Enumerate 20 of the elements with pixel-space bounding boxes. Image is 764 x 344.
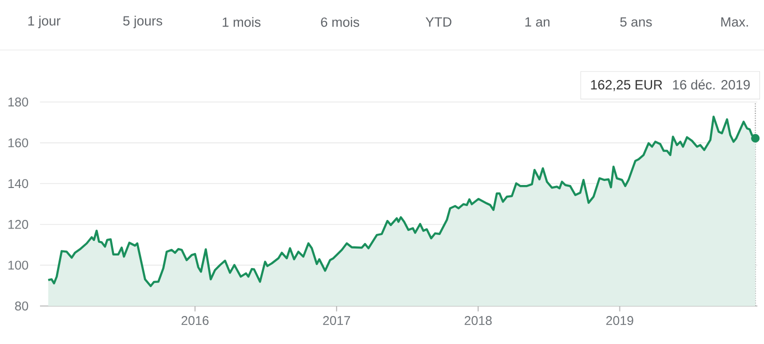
y-tick-label: 140 bbox=[8, 179, 28, 188]
x-tick-label: 2018 bbox=[464, 316, 492, 326]
text: 5 jours bbox=[123, 16, 162, 28]
x-tick-label: 2017 bbox=[323, 316, 350, 326]
chart-title: 162,25 EUR bbox=[591, 80, 662, 92]
text: 1 an bbox=[525, 17, 550, 27]
y-tick-label: 120 bbox=[8, 220, 28, 229]
text: YTD bbox=[426, 17, 452, 27]
text: 5 ans bbox=[620, 17, 652, 27]
y-tick-label: 80 bbox=[15, 302, 28, 310]
x-tick-label: 2016 bbox=[182, 316, 209, 326]
text: 1 mois bbox=[222, 17, 260, 27]
y-tick-label: 100 bbox=[8, 260, 28, 270]
y-tick-label: 160 bbox=[8, 138, 28, 148]
x-tick-label: 2019 bbox=[606, 316, 634, 326]
text: 1 jour bbox=[28, 16, 60, 28]
chart-subtitle: 16 déc. 2019 bbox=[673, 80, 750, 90]
y-tick-label: 180 bbox=[8, 98, 28, 106]
text: 6 mois bbox=[321, 17, 360, 27]
text: Max. bbox=[721, 17, 748, 27]
